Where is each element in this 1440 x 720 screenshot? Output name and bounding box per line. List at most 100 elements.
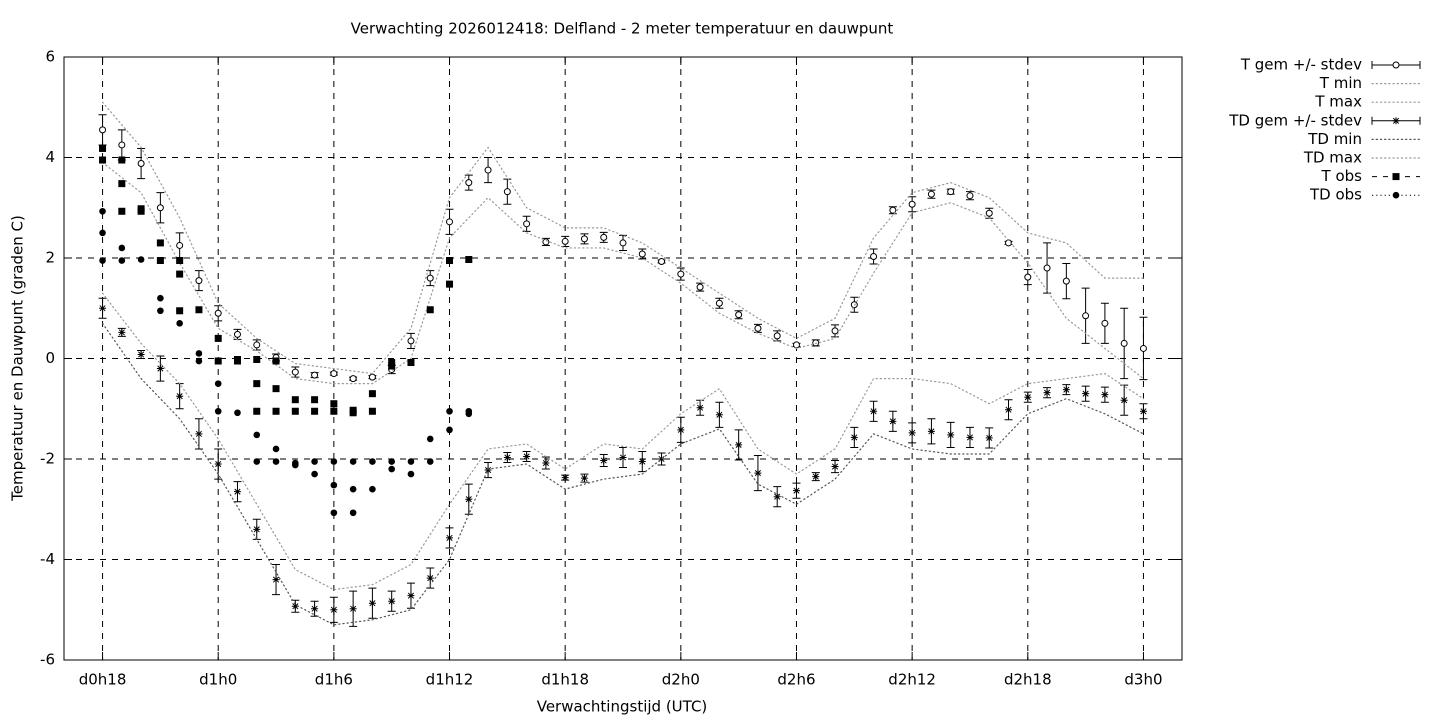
point <box>253 458 261 465</box>
point <box>870 252 878 260</box>
legend-label: TD gem +/- stdev <box>1228 111 1362 129</box>
point <box>985 209 993 217</box>
point <box>214 309 222 317</box>
point <box>195 357 203 365</box>
legend-label: TD min <box>1307 130 1362 148</box>
point <box>272 407 280 415</box>
point <box>792 341 800 349</box>
point <box>99 207 106 215</box>
point <box>118 207 126 215</box>
legend-item: TD max <box>1303 149 1421 167</box>
point <box>1139 407 1147 415</box>
legend-label: T min <box>1319 74 1362 92</box>
point <box>214 357 222 365</box>
point <box>1120 396 1128 404</box>
point <box>619 453 627 461</box>
point <box>368 407 376 415</box>
line <box>101 101 1145 375</box>
point <box>638 458 646 466</box>
point <box>272 385 280 393</box>
point <box>446 407 453 415</box>
point <box>99 229 106 237</box>
point <box>503 453 511 461</box>
point <box>349 509 357 517</box>
point <box>773 332 781 340</box>
y-tick-label: -6 <box>40 651 55 669</box>
point <box>503 188 511 196</box>
legend-item: TD obs <box>1309 186 1420 204</box>
legend-item: T obs <box>1321 167 1420 185</box>
point <box>176 241 184 249</box>
x-tick-label: d2h18 <box>1004 671 1052 689</box>
point <box>600 457 608 465</box>
point <box>349 375 357 383</box>
point <box>831 327 839 335</box>
point <box>176 307 183 315</box>
point <box>619 239 627 247</box>
point <box>407 470 415 478</box>
point <box>388 362 396 370</box>
point <box>426 458 434 465</box>
point <box>426 274 434 282</box>
point <box>542 459 550 467</box>
point <box>407 337 415 345</box>
point <box>368 599 376 607</box>
point <box>368 390 376 398</box>
point <box>99 126 107 134</box>
point <box>253 380 261 388</box>
point <box>330 400 338 408</box>
point <box>677 270 685 278</box>
point <box>1043 264 1051 272</box>
point <box>291 602 299 610</box>
point <box>157 307 164 315</box>
point <box>311 458 318 465</box>
point <box>1082 312 1090 320</box>
point <box>311 371 319 379</box>
point <box>311 605 319 613</box>
point <box>1139 344 1147 352</box>
x-tick-label: d1h6 <box>315 671 353 689</box>
point <box>792 487 800 495</box>
x-tick-label: d1h18 <box>541 671 589 689</box>
point <box>156 239 164 247</box>
point <box>214 460 222 468</box>
point <box>176 257 184 265</box>
point <box>1120 339 1128 347</box>
point <box>465 495 473 503</box>
point <box>446 534 454 542</box>
point <box>446 257 454 265</box>
legend-item: T max <box>1314 93 1421 111</box>
point <box>349 409 357 417</box>
point <box>234 409 241 417</box>
point <box>908 429 916 437</box>
point <box>754 324 762 332</box>
legend-swatch <box>1392 191 1400 199</box>
legend-item: TD gem +/- stdev <box>1228 111 1421 129</box>
point <box>947 188 955 196</box>
point <box>156 257 164 265</box>
point <box>233 488 241 496</box>
point <box>561 474 569 482</box>
point <box>715 299 723 307</box>
point <box>195 306 203 314</box>
point <box>831 463 839 471</box>
point <box>696 283 704 291</box>
point <box>407 458 415 465</box>
point <box>137 350 145 358</box>
point <box>118 141 126 149</box>
point <box>272 445 280 453</box>
legend-item: T min <box>1319 74 1421 92</box>
point <box>272 576 280 584</box>
point <box>1101 319 1109 327</box>
point <box>291 368 299 376</box>
point <box>118 244 126 252</box>
y-tick-label: -2 <box>40 450 55 468</box>
point <box>99 304 107 312</box>
point <box>465 256 473 264</box>
legend-swatch <box>1392 61 1400 69</box>
point <box>407 592 415 600</box>
legend-label: T gem +/- stdev <box>1240 56 1362 74</box>
point <box>176 392 184 400</box>
point <box>311 470 318 478</box>
point <box>1082 390 1090 398</box>
